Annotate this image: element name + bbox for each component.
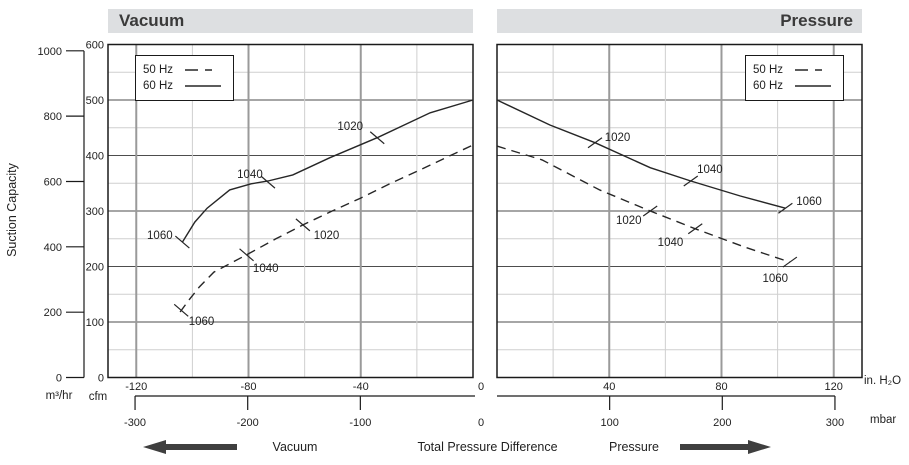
pressure-direction-arrow [680, 440, 771, 454]
legend-solid-line-sample [795, 85, 831, 87]
x-tick-label-inh2o: 0 [478, 381, 484, 393]
curve-60hz-pressure [496, 99, 786, 209]
curve-mark-label: 1040 [658, 237, 684, 249]
curve-tick-mark [782, 256, 798, 268]
x-tick-label-mbar: 100 [600, 417, 618, 429]
x-tick-label-mbar: 200 [713, 417, 731, 429]
legend-label-50hz: 50 Hz [143, 64, 174, 76]
curve-mark-label: 1060 [189, 316, 215, 328]
curve-tick-mark [260, 175, 276, 189]
y-tick-label-m3hr: 800 [44, 111, 62, 123]
y-tick-label-cfm: 600 [86, 40, 104, 52]
legend-row-50hz: 50 Hz [753, 62, 843, 78]
plot-frame-vacuum [107, 43, 474, 379]
x-tick-label-inh2o: 80 [715, 381, 727, 393]
x-tick-label-mbar: -200 [237, 417, 259, 429]
curve-mark-label: 1020 [337, 121, 363, 133]
legend-label-50hz: 50 Hz [753, 64, 784, 76]
y-tick-label-m3hr: 200 [44, 307, 62, 319]
curve-mark-label: 1020 [314, 230, 340, 242]
curve-50hz-pressure [496, 145, 791, 263]
legend-dashed-line-sample [795, 69, 831, 71]
footer-pressure-label: Pressure [608, 440, 660, 454]
x-tick-label-mbar: 0 [478, 417, 484, 429]
legend-vacuum: 50 Hz 60 Hz [135, 55, 234, 101]
vacuum-panel-header: Vacuum [108, 9, 473, 33]
x-tick-label-inh2o: 40 [603, 381, 615, 393]
curve-tick-mark [683, 175, 699, 187]
y-tick-label-cfm: 400 [86, 151, 104, 163]
x-unit-mbar-label: mbar [870, 414, 897, 426]
y-tick-label-m3hr: 600 [44, 176, 62, 188]
y-unit-cfm-label: cfm [88, 391, 108, 403]
y-tick-label-cfm: 0 [98, 373, 104, 385]
footer-total-pressure-difference-label: Total Pressure Difference [417, 440, 558, 454]
curve-mark-label: 1020 [616, 215, 642, 227]
legend-row-60hz: 60 Hz [143, 78, 233, 94]
y-tick-label-cfm: 500 [86, 95, 104, 107]
curve-tick-mark [642, 205, 658, 217]
footer-vacuum-label: Vacuum [272, 440, 318, 454]
curve-mark-label: 1060 [762, 273, 788, 285]
legend-solid-line-sample [185, 85, 221, 87]
y-axis-title: Suction Capacity [5, 163, 19, 257]
curve-mark-label: 1060 [796, 196, 822, 208]
y-tick-label-cfm: 300 [86, 206, 104, 218]
curve-60hz-vacuum [181, 99, 474, 243]
y-tick-label-m3hr: 400 [44, 242, 62, 254]
legend-row-50hz: 50 Hz [143, 62, 233, 78]
curve-tick-mark [173, 303, 189, 317]
y-tick-label-m3hr: 0 [56, 373, 62, 385]
x-tick-label-inh2o: -80 [241, 381, 257, 393]
x-unit-inh2o-label: in. H₂O [864, 375, 902, 387]
legend-row-60hz: 60 Hz [753, 78, 843, 94]
curve-mark-label: 1060 [147, 230, 173, 242]
curve-tick-mark [239, 248, 254, 262]
curve-tick-mark [687, 223, 703, 235]
legend-label-60hz: 60 Hz [753, 80, 784, 92]
curve-mark-label: 1040 [253, 263, 279, 275]
curve-tick-mark [174, 235, 190, 249]
x-tick-label-mbar: -300 [124, 417, 146, 429]
x-tick-label-inh2o: -120 [125, 381, 147, 393]
curve-mark-label: 1040 [697, 164, 723, 176]
x-tick-label-inh2o: -40 [353, 381, 369, 393]
x-tick-label-inh2o: 120 [825, 381, 843, 393]
y-tick-label-cfm: 200 [86, 262, 104, 274]
curve-50hz-vacuum [179, 144, 474, 313]
y-unit-m3hr-label: m³/hr [45, 390, 73, 402]
curve-tick-mark [587, 137, 603, 149]
y-tick-label-cfm: 100 [86, 317, 104, 329]
pressure-panel-header: Pressure [497, 9, 862, 33]
vacuum-direction-arrow [143, 440, 237, 454]
legend-dashed-line-sample [185, 69, 221, 71]
curve-tick-mark [295, 218, 311, 232]
y-tick-label-m3hr: 1000 [38, 46, 62, 58]
x-tick-label-mbar: -100 [349, 417, 371, 429]
legend-pressure: 50 Hz 60 Hz [745, 55, 844, 101]
plot-frame-pressure [496, 43, 863, 379]
x-tick-label-mbar: 300 [826, 417, 844, 429]
legend-label-60hz: 60 Hz [143, 80, 174, 92]
curve-mark-label: 1040 [237, 169, 263, 181]
curve-tick-mark [778, 202, 793, 214]
curve-mark-label: 1020 [605, 132, 631, 144]
curve-tick-mark [369, 131, 385, 145]
